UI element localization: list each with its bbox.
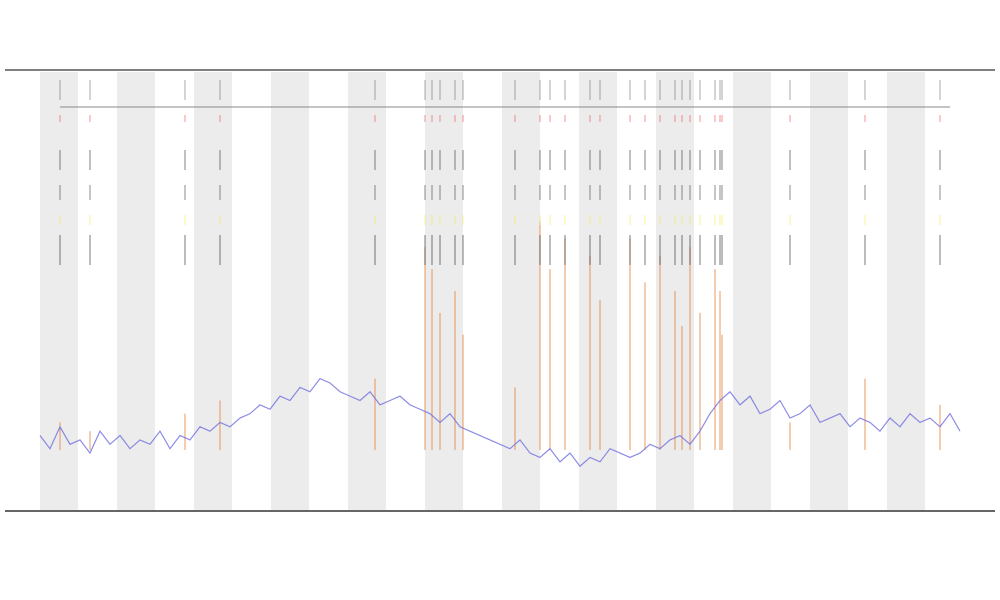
band xyxy=(117,72,155,510)
band xyxy=(810,72,848,510)
band xyxy=(348,72,386,510)
band xyxy=(502,72,540,510)
bands xyxy=(40,72,925,510)
band xyxy=(887,72,925,510)
band xyxy=(579,72,617,510)
series-line xyxy=(39,377,961,468)
band xyxy=(425,72,463,510)
band xyxy=(733,72,771,510)
band xyxy=(271,72,309,510)
band xyxy=(194,72,232,510)
band xyxy=(40,72,78,510)
